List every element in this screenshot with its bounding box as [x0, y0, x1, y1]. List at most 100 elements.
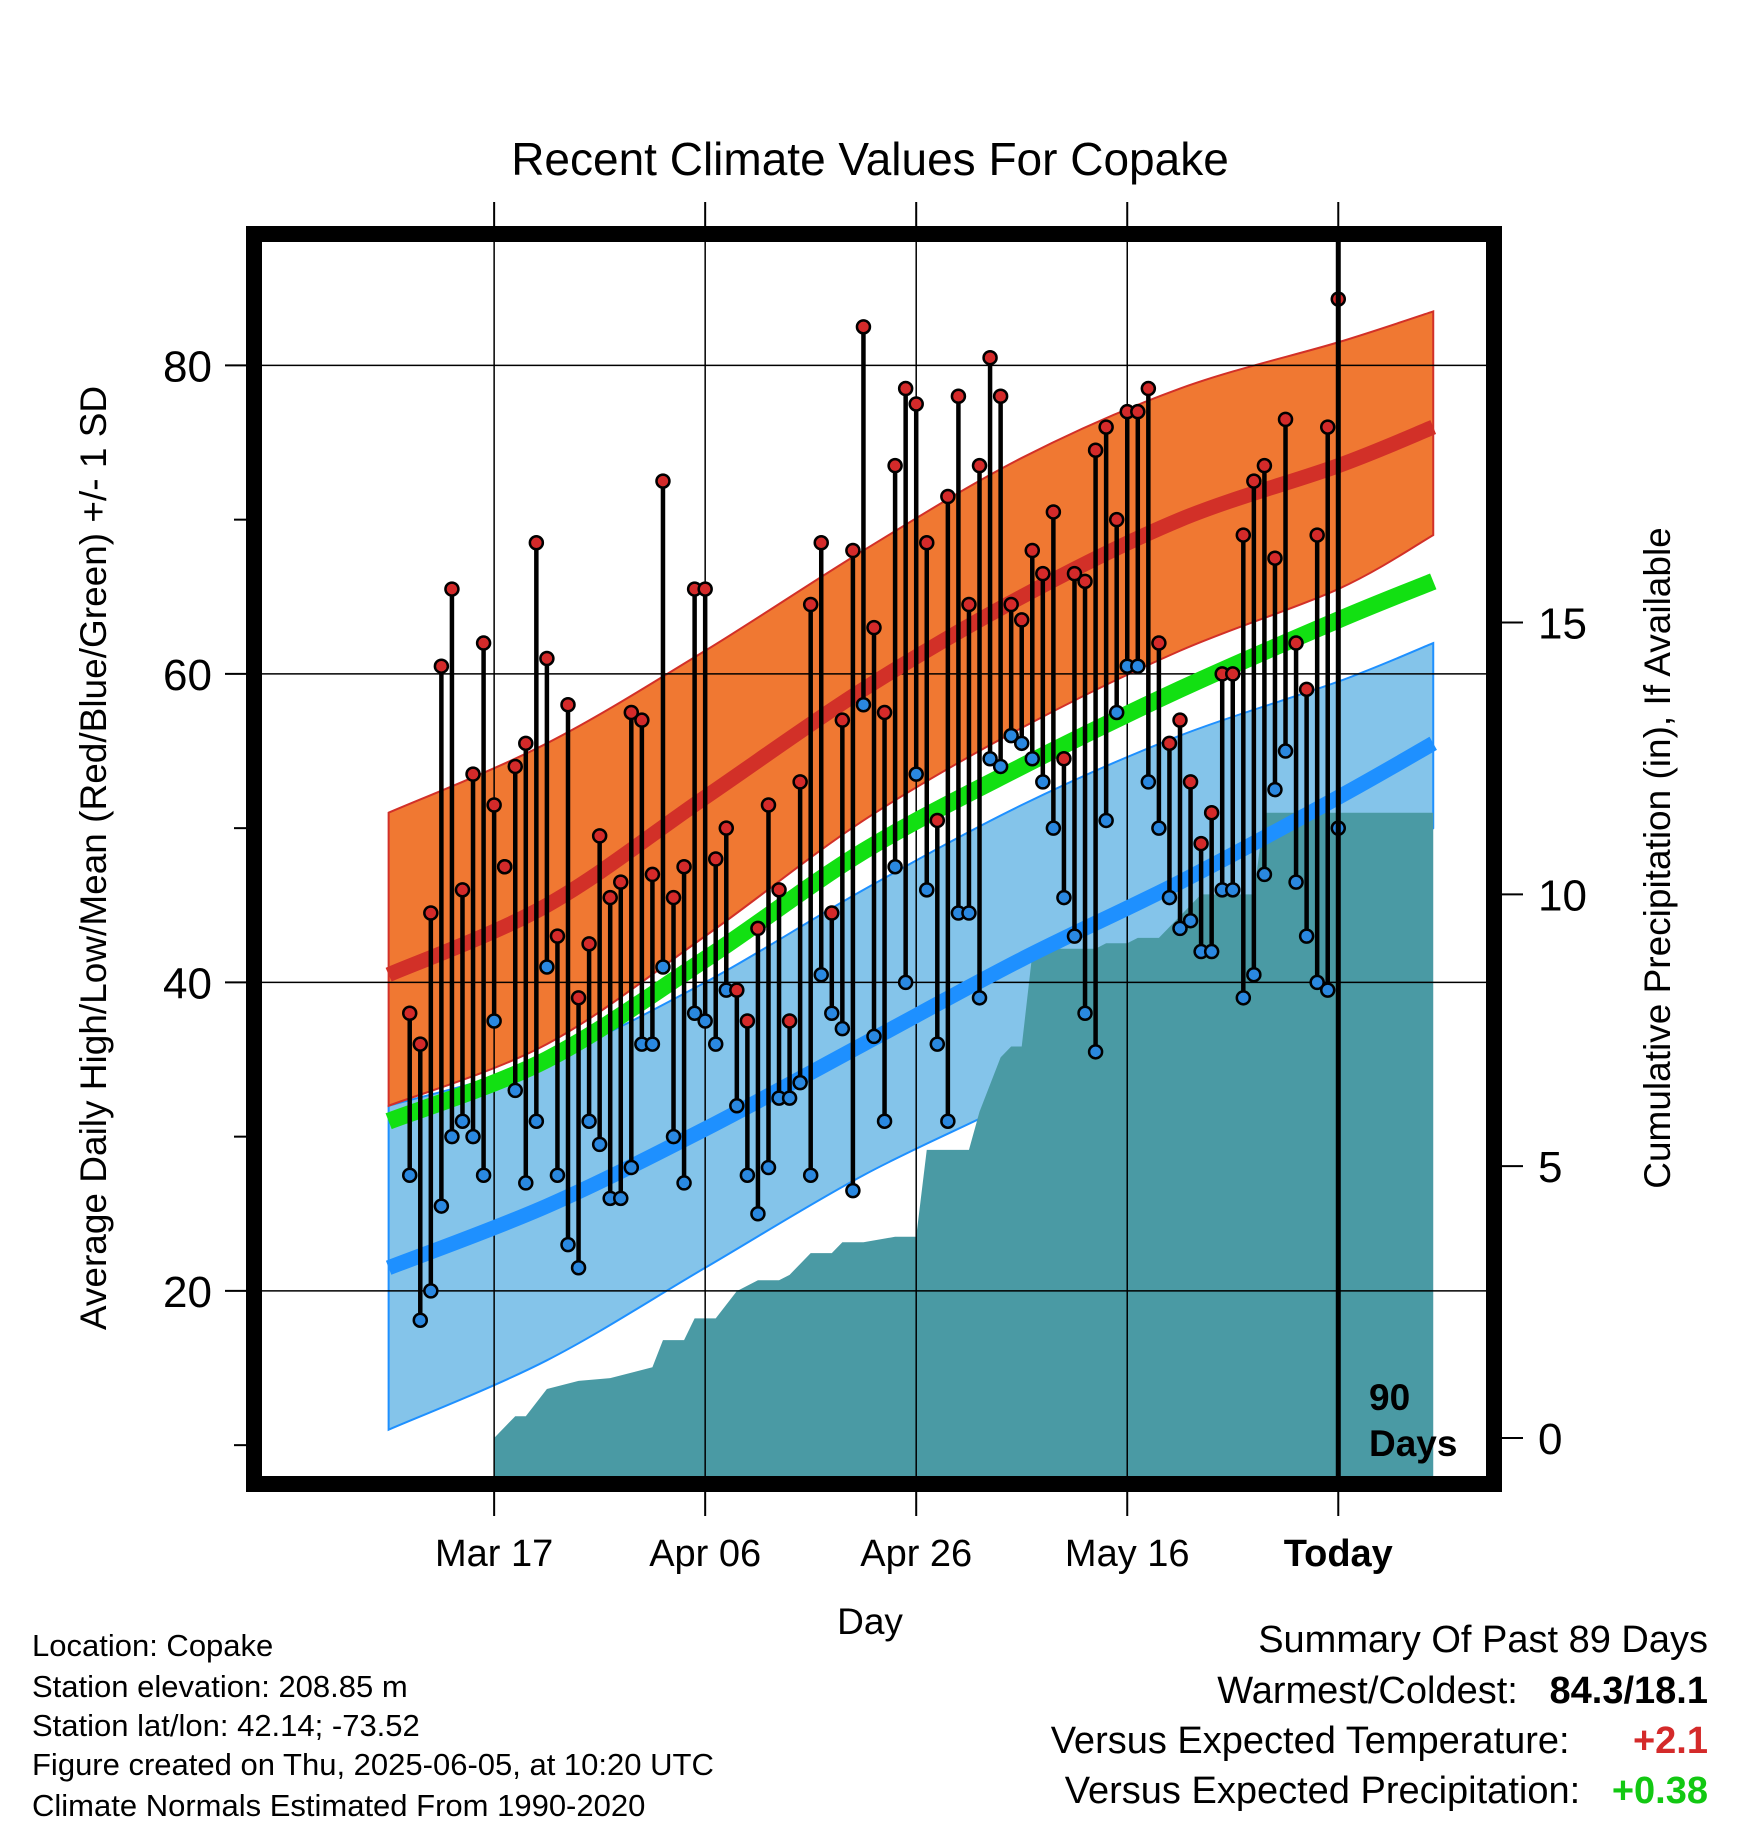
x-tick-label-1: Apr 06 [649, 1533, 761, 1575]
daily-low-point [665, 1128, 682, 1145]
latlon-text: Station lat/lon: 42.14; -73.52 [32, 1708, 420, 1743]
y-axis-label: Average Daily High/Low/Mean (Red/Blue/Gr… [73, 386, 114, 1330]
precip-value: +0.38 [1611, 1770, 1708, 1812]
daily-low-point [1098, 812, 1114, 829]
daily-high-point [1077, 573, 1093, 590]
daily-high-point [570, 990, 587, 1006]
daily-low-point [644, 1036, 661, 1052]
daily-high-point [1087, 442, 1104, 458]
daily-low-point [876, 1113, 893, 1129]
daily-low-point [507, 1082, 523, 1099]
daily-high-point [802, 596, 819, 613]
x-tick-label-4: Today [1284, 1533, 1393, 1575]
daily-low-point [824, 1005, 840, 1021]
daily-low-point [929, 1036, 946, 1052]
summary-precip: Versus Expected Precipitation: +0.38 [1065, 1772, 1708, 1810]
temp-label: Versus Expected Temperature: [1050, 1720, 1570, 1762]
chart-title: Recent Climate Values For Copake [511, 133, 1229, 185]
daily-low-point [549, 1167, 566, 1183]
y-tick-label-3: 80 [163, 342, 212, 391]
daily-low-point [897, 974, 914, 991]
daily-low-point [739, 1167, 756, 1183]
daily-points [401, 291, 1347, 1328]
daily-high-point [1066, 565, 1083, 582]
daily-low-point [1161, 889, 1178, 906]
high-sd-band [387, 310, 1435, 1108]
daily-high-point [1151, 635, 1167, 651]
daily-low-point [961, 905, 977, 921]
daily-low-point [655, 959, 671, 975]
daily-high-point [1277, 411, 1294, 428]
daily-high-point [676, 858, 692, 875]
daily-low-point [707, 1036, 724, 1052]
precip-cumulative-area [494, 812, 1434, 1476]
normal-high-line [385, 420, 1437, 982]
daily-high-point [412, 1036, 429, 1052]
daily-low-point [1003, 727, 1019, 744]
daily-low-point [475, 1167, 492, 1183]
y2-tick-label-1: 5 [1538, 1143, 1562, 1192]
daily-low-point [855, 697, 872, 713]
temp-value: +2.1 [1632, 1720, 1708, 1762]
daily-high-point [866, 619, 882, 636]
daily-high-point [1288, 635, 1304, 651]
daily-low-point [570, 1260, 587, 1276]
daily-low-point [971, 990, 988, 1006]
daily-high-point [771, 882, 787, 898]
daily-high-point [665, 889, 682, 906]
daily-high-point [1225, 666, 1241, 682]
daily-high-point [528, 535, 545, 551]
daily-high-point [602, 889, 618, 906]
daily-high-point [549, 928, 566, 944]
daily-low-point [792, 1074, 808, 1091]
daily-high-point [940, 488, 956, 505]
daily-low-point [1203, 943, 1220, 960]
daily-high-point [1098, 419, 1114, 435]
daily-low-point [1077, 1005, 1093, 1021]
daily-high-point [623, 704, 640, 721]
daily-high-point [897, 380, 914, 397]
daily-high-point [1267, 550, 1283, 566]
daily-high-point [792, 774, 808, 790]
axes: 20 40 60 80 0 5 10 15 Mar 17 Apr 06 Apr 26 May 16 To… [163, 202, 1587, 1575]
daily-low-point [781, 1090, 798, 1106]
daily-high-point [961, 596, 977, 613]
today-marker: 90 Days [1335, 228, 1457, 1476]
created-text: Figure created on Thu, 2025-06-05, at 10… [32, 1747, 714, 1782]
daily-high-point [655, 473, 671, 489]
location-text: Location: Copake [32, 1628, 274, 1663]
daily-low-point [1235, 990, 1252, 1006]
daily-low-point [1130, 658, 1146, 674]
daily-low-point [750, 1206, 766, 1222]
daily-high-point [1298, 681, 1315, 698]
daily-high-point [887, 457, 903, 474]
daily-high-point [729, 982, 745, 998]
summary-heading: Summary Of Past 89 Days [1258, 1619, 1708, 1661]
daily-high-point [644, 866, 661, 883]
daily-high-point [591, 828, 608, 844]
daily-low-point [1066, 928, 1083, 944]
daily-high-point [739, 1013, 756, 1029]
normals-period-text: Climate Normals Estimated From 1990-2020 [32, 1788, 646, 1823]
precip-label: Versus Expected Precipitation: [1064, 1770, 1581, 1812]
daily-low-point [401, 1167, 418, 1183]
daily-high-point [1108, 511, 1125, 528]
daily-high-point [707, 851, 724, 867]
today-days-label: Days [1369, 1423, 1457, 1464]
daily-low-point [834, 1020, 851, 1037]
daily-high-point [1256, 457, 1273, 474]
daily-low-point [1024, 750, 1041, 767]
daily-low-point [697, 1013, 713, 1029]
daily-high-point [697, 581, 713, 597]
daily-low-point [686, 1005, 703, 1021]
daily-high-point [845, 542, 861, 559]
daily-high-point [1172, 712, 1188, 728]
daily-high-point [1193, 835, 1209, 852]
daily-low-point [486, 1013, 502, 1029]
daily-low-point [1298, 928, 1315, 944]
daily-low-point [444, 1128, 460, 1145]
daily-high-point [813, 535, 829, 551]
daily-low-point [982, 750, 998, 767]
today-days-count: 90 [1369, 1377, 1410, 1418]
